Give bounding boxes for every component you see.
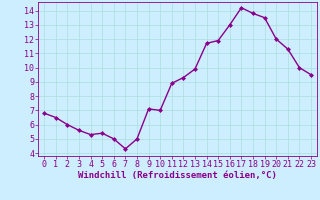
X-axis label: Windchill (Refroidissement éolien,°C): Windchill (Refroidissement éolien,°C) <box>78 171 277 180</box>
